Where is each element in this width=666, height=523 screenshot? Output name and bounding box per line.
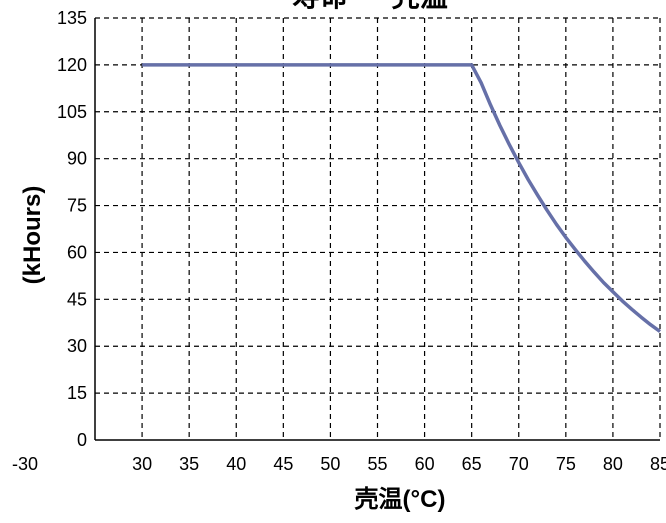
- grid: [95, 17, 661, 440]
- y-tick-label: 60: [67, 242, 87, 262]
- y-tick-label: 135: [57, 8, 87, 28]
- x-tick-label: 65: [462, 454, 482, 474]
- x-tick-label: 45: [273, 454, 293, 474]
- x-tick-label: -30: [12, 454, 38, 474]
- y-tick-label: 45: [67, 289, 87, 309]
- x-tick-label: 60: [415, 454, 435, 474]
- y-tick-label: 105: [57, 102, 87, 122]
- y-tick-label: 75: [67, 196, 87, 216]
- y-tick-label: 30: [67, 336, 87, 356]
- series-lines: [142, 63, 662, 333]
- x-tick-label: 40: [226, 454, 246, 474]
- axes: [94, 18, 660, 441]
- y-axis-label: (kHours): [19, 186, 46, 285]
- x-tick-label: 35: [179, 454, 199, 474]
- y-tick-label: 120: [57, 55, 87, 75]
- y-tick-label: 0: [77, 430, 87, 450]
- x-tick-label: 50: [320, 454, 340, 474]
- y-tick-label: 90: [67, 149, 87, 169]
- chart-title: 寿命 — 壳温: [292, 0, 448, 12]
- x-tick-label: 85: [650, 454, 666, 474]
- x-tick-label: 70: [509, 454, 529, 474]
- y-tick-label: 15: [67, 383, 87, 403]
- tick-labels: 0 15 30 45 60 75 90 105 120 135 -30 30 35 40 45 50 55 60 6…: [12, 8, 666, 474]
- x-tick-label: 30: [132, 454, 152, 474]
- series-line-0: [142, 63, 662, 333]
- x-tick-label: 55: [367, 454, 387, 474]
- x-tick-label: 75: [556, 454, 576, 474]
- x-tick-label: 80: [603, 454, 623, 474]
- x-axis-label: 壳温(°C): [354, 486, 446, 513]
